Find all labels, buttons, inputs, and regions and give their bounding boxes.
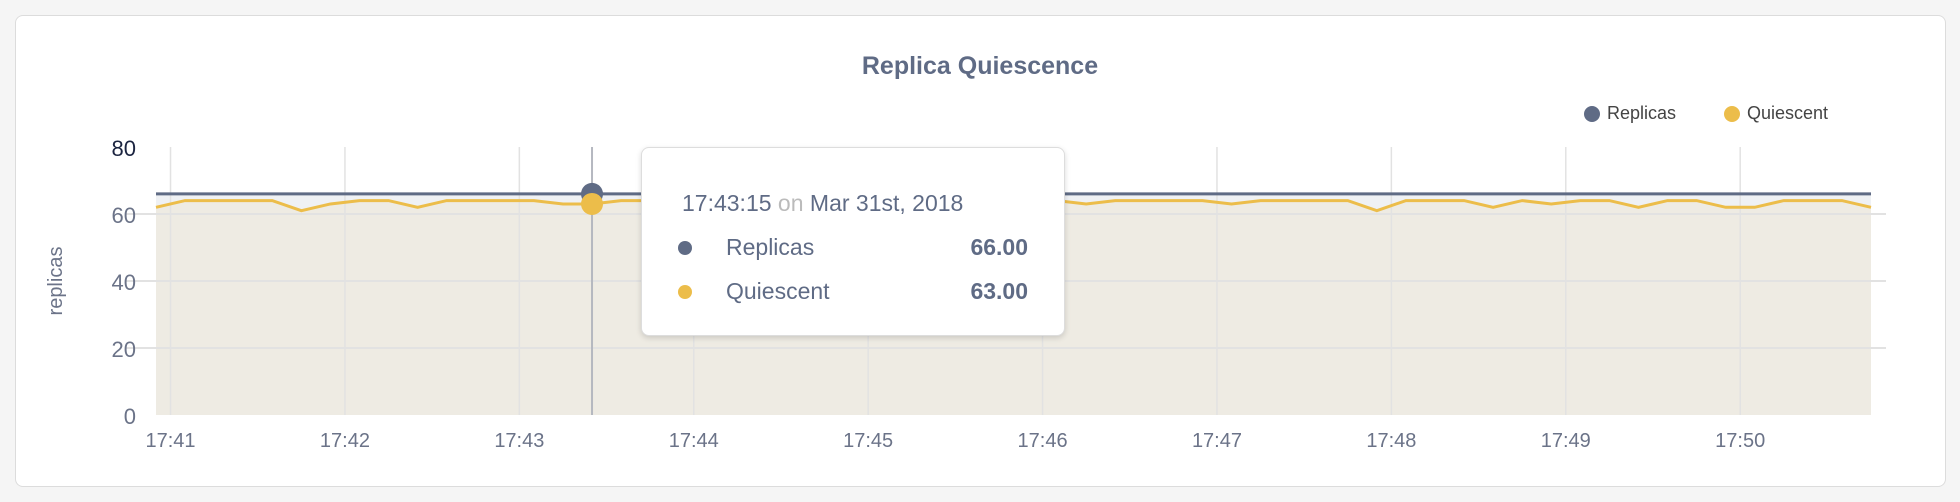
legend-label: Replicas [1607,103,1677,123]
legend-dot-replicas-icon [1584,105,1600,122]
tooltip-dot-icon [678,285,692,299]
y-tick-label: 0 [124,404,136,429]
tooltip: 17:43:15 on Mar 31st, 2018 Replicas 66.0… [641,147,1065,336]
x-tick-label: 17:45 [843,430,893,452]
hover-point-quiescent [581,192,604,215]
chart-title: Replica Quiescence [861,52,1099,80]
y-tick-label: 60 [112,203,136,228]
x-tick-label: 17:46 [1018,430,1068,452]
y-axis-label: replicas [45,247,67,316]
x-tick-label: 17:43 [494,430,544,452]
legend-item-replicas[interactable]: Replicas [1584,103,1676,124]
tooltip-date: Mar 31st, 2018 [809,190,964,216]
x-tick-label: 17:44 [669,430,719,452]
tooltip-value: 66.00 [970,234,1028,260]
x-tick-label: 17:42 [320,430,370,452]
tooltip-label: Replicas [726,234,815,260]
y-tick-label: 20 [112,337,136,362]
tooltip-time: 17:43:15 on Mar 31st, 2018 [682,190,963,217]
x-tick-label: 17:41 [146,430,196,452]
x-tick-label: 17:47 [1192,430,1242,452]
tooltip-time-value: 17:43:15 [682,190,772,216]
tooltip-value: 63.00 [970,278,1028,304]
legend-dot-quiescent-icon [1724,105,1740,122]
y-tick-label: 40 [112,270,136,295]
tooltip-dot-icon [678,241,692,255]
x-tick-label: 17:50 [1715,430,1765,452]
y-tick-label: 80 [112,136,136,161]
legend-label: Quiescent [1747,103,1829,123]
x-tick-label: 17:48 [1366,430,1416,452]
tooltip-label: Quiescent [726,278,830,304]
tooltip-on: on [777,190,804,216]
legend-item-quiescent[interactable]: Quiescent [1724,103,1828,124]
x-tick-label: 17:49 [1541,430,1591,452]
